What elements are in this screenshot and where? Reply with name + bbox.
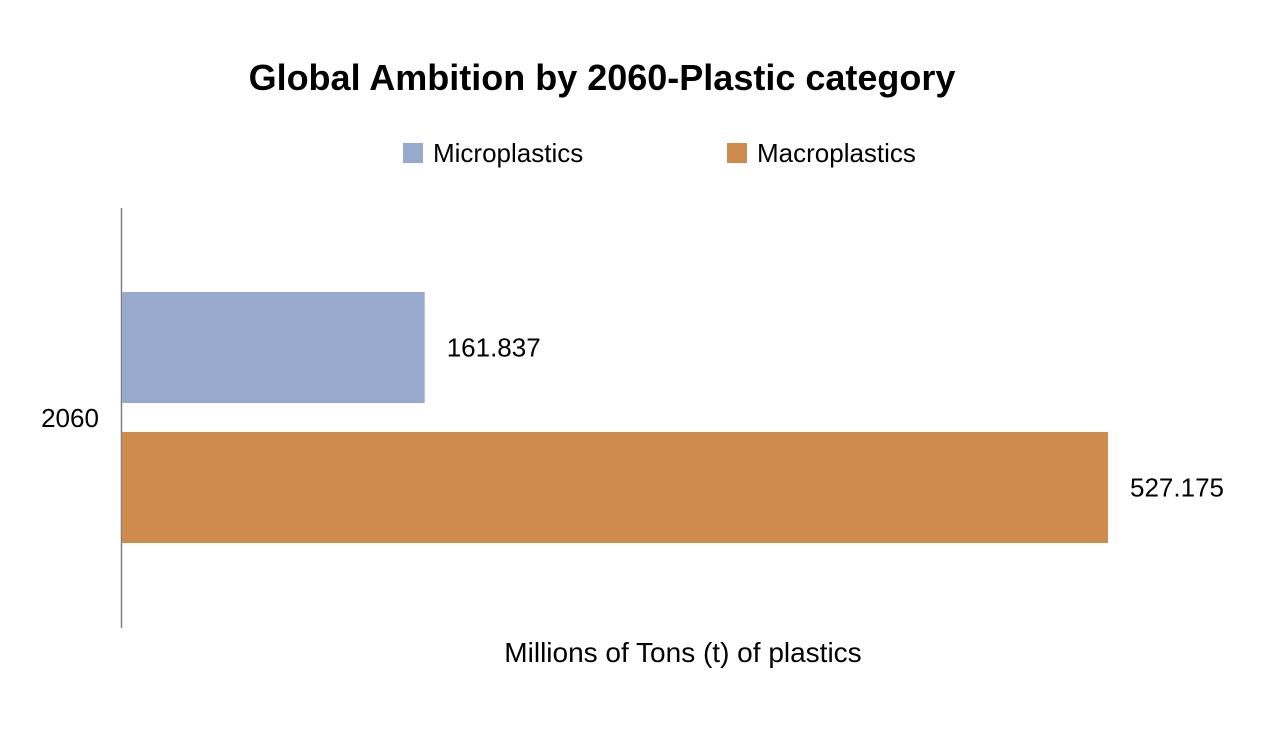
data-labels-group: 161.837 527.175	[447, 333, 1224, 503]
legend-label-macroplastics: Macroplastics	[757, 138, 916, 168]
chart-title: Global Ambition by 2060-Plastic category	[249, 57, 956, 98]
legend: Microplastics Macroplastics	[403, 138, 916, 168]
bar-microplastics-2060	[122, 292, 425, 403]
x-axis-title: Millions of Tons (t) of plastics	[504, 637, 861, 668]
bar-macroplastics-2060	[122, 432, 1108, 543]
legend-swatch-macroplastics	[727, 143, 747, 163]
data-label-macroplastics: 527.175	[1130, 473, 1224, 503]
bars-group	[122, 292, 1108, 543]
legend-swatch-microplastics	[403, 143, 423, 163]
legend-label-microplastics: Microplastics	[433, 138, 583, 168]
category-label-2060: 2060	[41, 403, 99, 433]
data-label-microplastics: 161.837	[447, 333, 541, 363]
